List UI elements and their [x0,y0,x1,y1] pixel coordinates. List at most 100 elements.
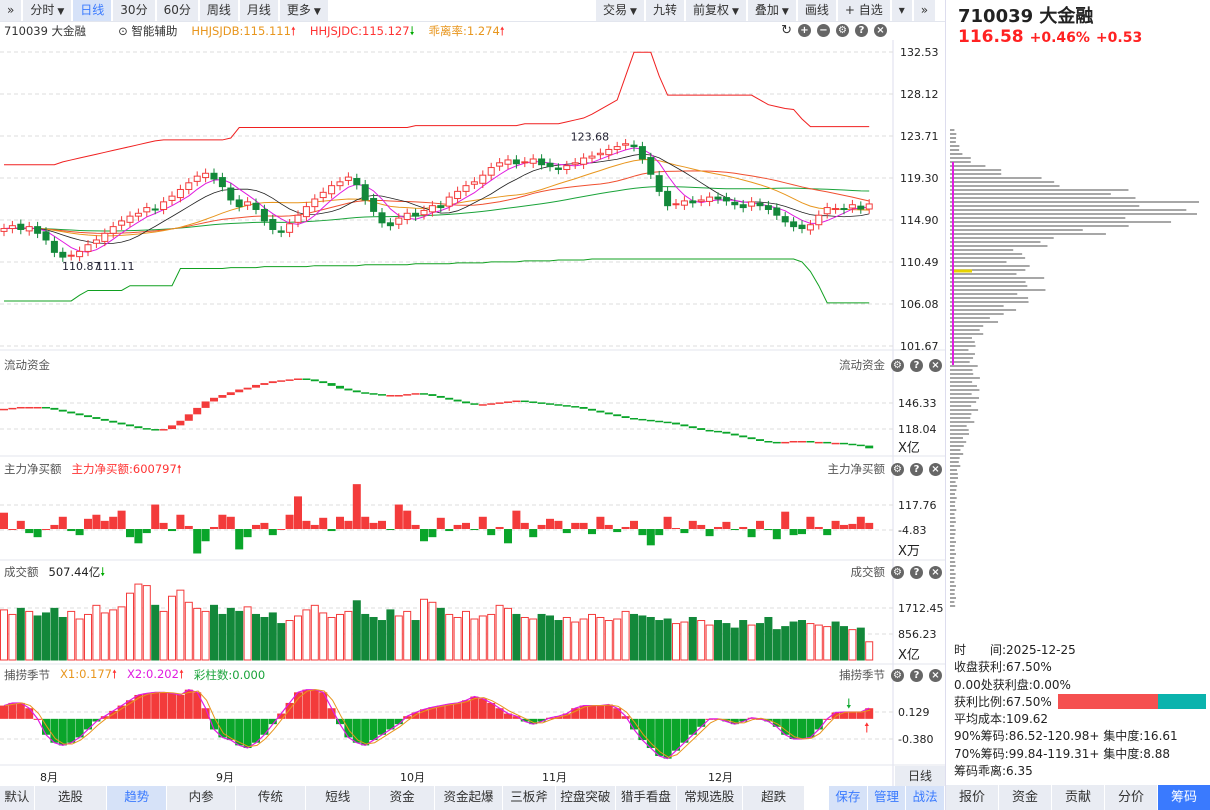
toolbar-button[interactable]: 九转 [645,0,684,21]
lower-band-line [4,258,870,304]
period-label: 日线 [895,766,945,786]
net-buy-bar [512,510,521,530]
zoom-out-icon[interactable]: − [817,24,830,37]
flow-bar [361,392,370,394]
bottom-tab-8[interactable]: 三板斧 [503,786,555,810]
flow-bar [336,385,344,389]
capture-bar [159,692,168,719]
toolbar-button[interactable]: 周线 [199,0,238,21]
capture-bar [411,712,420,719]
net-buy-bar [571,522,580,530]
close-icon[interactable]: × [929,358,942,372]
bottom-tab-4[interactable]: 传统 [235,786,306,810]
gear-icon[interactable]: ⚙ [891,565,904,579]
gear-icon[interactable]: ⚙ [836,24,849,37]
candle [731,201,739,206]
help-icon[interactable]: ? [855,24,868,37]
flow-bar [260,383,269,385]
smart-assist-toggle[interactable]: ⊙ 智能辅助 [118,24,178,38]
right-tab-1[interactable]: 资金 [999,785,1052,810]
bottom-tab-9[interactable]: 控盘突破 [555,786,616,810]
gear-icon[interactable]: ⚙ [891,668,904,682]
flow-bar [327,383,336,386]
toolbar-button[interactable]: 分时 ▼ [23,0,72,21]
toolbar-button[interactable]: 更多 ▼ [279,0,328,21]
net-buy-bar [831,520,840,530]
refresh-icon[interactable]: ↻ [781,23,792,38]
close-icon[interactable]: × [929,565,942,579]
flow-bar [579,406,588,409]
flow-bar [151,429,160,431]
gear-icon[interactable]: ⚙ [891,358,904,372]
toolbar-button[interactable]: + 自选 [837,0,890,21]
bottom-tab-1[interactable]: 选股 [34,786,106,810]
stock-chart[interactable]: 132.53 128.12 123.71 119.30 114.90 110.49 106.… [0,0,945,786]
net-buy-bar [604,524,613,530]
help-icon[interactable]: ? [910,462,923,476]
capture-bar [126,700,134,719]
price-tick: 119.30 [900,172,939,185]
net-buy-bar [25,529,34,534]
volume-bar [378,620,386,661]
volume-bar [226,607,235,661]
toolbar-button[interactable]: 60分 [156,0,198,21]
net-buy-bar [210,526,218,530]
flow-bar [16,406,25,409]
toolbar-button[interactable]: 30分 [113,0,155,21]
toolbar-button[interactable]: 日线 [73,0,112,21]
net-buy-bar [588,529,596,535]
bottom-tab-10[interactable]: 猎手看盘 [616,786,676,810]
capture-bar [294,692,302,719]
close-icon[interactable]: × [929,462,942,476]
right-tab-2[interactable]: 贡献 [1052,785,1105,810]
candle [42,231,50,241]
toolbar-button[interactable]: » [0,0,22,21]
flow-bar [8,407,17,410]
bottom-action-0[interactable]: 保存 [829,786,867,810]
bottom-tab-3[interactable]: 内参 [167,786,235,810]
help-icon[interactable]: ? [910,565,923,579]
zoom-in-icon[interactable]: + [798,24,811,37]
volume-bar [697,620,706,661]
bottom-tab-12[interactable]: 超跌 [742,786,805,810]
close-icon[interactable]: × [874,24,887,37]
bottom-tab-5[interactable]: 短线 [306,786,370,810]
toolbar-button[interactable]: ▾ [891,0,912,21]
candle [336,181,344,187]
toolbar-button[interactable]: 叠加 ▼ [747,0,796,21]
right-tab-0[interactable]: 报价 [946,785,999,810]
right-tab-4[interactable]: 筹码 [1158,785,1210,810]
capture-bar [428,707,437,719]
toolbar-button[interactable]: 画线 [797,0,836,21]
candle [176,188,184,199]
net-buy-bar [739,526,748,530]
help-icon[interactable]: ? [910,358,923,372]
help-icon[interactable]: ? [910,668,923,682]
volume-bar [394,615,403,661]
capture-bar [75,718,84,738]
bottom-tab-7[interactable]: 资金起爆 [434,786,503,810]
bottom-tab-0[interactable]: 默认 [0,786,34,810]
toolbar-button-label: 叠加 [754,3,779,17]
candle [420,209,428,216]
bottom-tab-6[interactable]: 资金 [370,786,434,810]
gear-icon[interactable]: ⚙ [891,462,904,476]
flow-bar [772,441,781,444]
price-tick: 128.12 [900,88,939,101]
close-icon[interactable]: × [929,668,942,682]
bottom-tab-2[interactable]: 趋势 [106,786,167,810]
net-buy-bar [730,529,739,531]
toolbar-button[interactable]: » [913,0,936,21]
toolbar-button[interactable]: 月线 [239,0,278,21]
candle [8,225,16,230]
volume-bar [361,613,370,661]
net-buy-bar [0,512,8,530]
bottom-action-2[interactable]: 战法 [906,786,944,810]
bottom-action-1[interactable]: 管理 [867,786,906,810]
toolbar-button[interactable]: 前复权 ▼ [685,0,746,21]
toolbar-button[interactable]: 交易 ▼ [596,0,644,21]
right-tab-3[interactable]: 分价 [1105,785,1158,810]
bottom-tab-11[interactable]: 常规选股 [676,786,742,810]
candle [151,208,159,211]
net-buy-bar [16,520,25,530]
